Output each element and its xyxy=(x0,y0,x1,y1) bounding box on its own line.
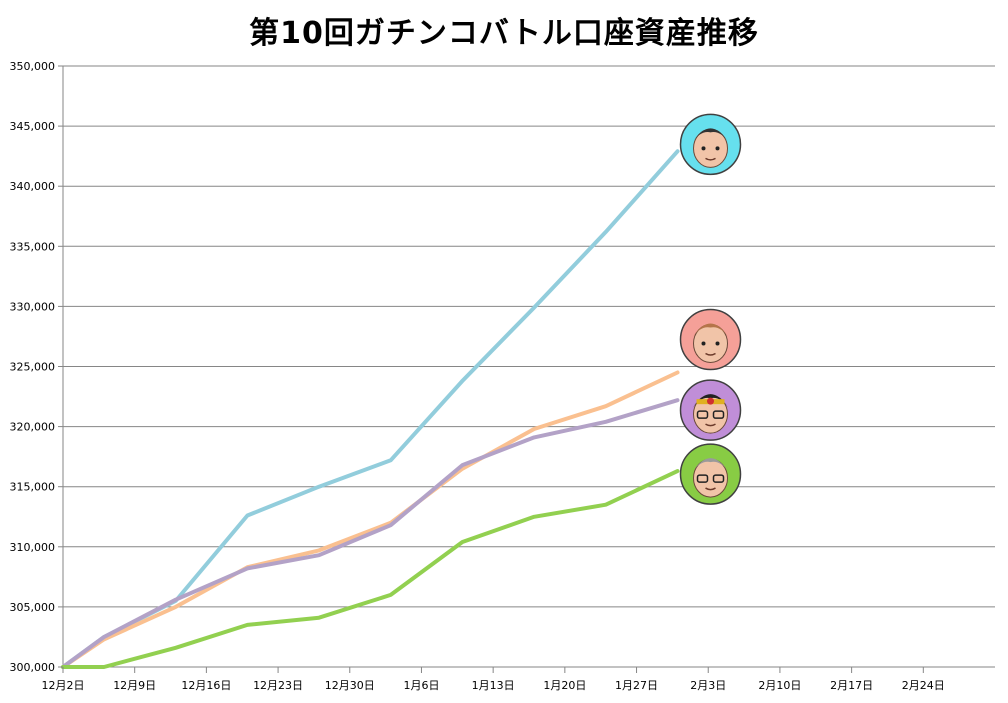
x-axis-ticks: 12月2日 12月9日 12月16日 12月23日 12月30日 1月6日 1月13日 1月2… xyxy=(42,667,945,692)
y-tick-label: 335,000 xyxy=(10,240,56,253)
x-tick-label: 2月3日 xyxy=(690,679,726,692)
x-tick-label: 1月13日 xyxy=(472,679,515,692)
y-tick-label: 330,000 xyxy=(10,300,56,313)
face-grey-hair-icon xyxy=(692,458,729,498)
series-line-3 xyxy=(61,398,680,669)
y-tick-label: 305,000 xyxy=(10,601,56,614)
y-tick-label: 345,000 xyxy=(10,120,56,133)
y-tick-label: 310,000 xyxy=(10,541,56,554)
chart-title: 第10回ガチンコバトル口座資産推移 xyxy=(249,16,759,51)
x-tick-label: 12月9日 xyxy=(113,679,156,692)
y-tick-label: 325,000 xyxy=(10,361,56,374)
avatar-markers xyxy=(679,113,742,505)
series-lines xyxy=(61,149,680,669)
grid-lines xyxy=(63,65,995,608)
face-brown-hair-icon xyxy=(692,323,729,364)
x-tick-label: 12月23日 xyxy=(253,679,303,692)
face-topknot-icon xyxy=(692,128,729,168)
face-glasses-icon xyxy=(692,394,729,434)
x-tick-label: 12月2日 xyxy=(42,679,85,692)
x-tick-label: 1月27日 xyxy=(615,679,658,692)
avatar-glasses-headband xyxy=(679,379,742,441)
x-tick-label: 12月16日 xyxy=(181,679,231,692)
y-axis-ticks: 300,000 305,000 310,000 315,000 320,000 325,0… xyxy=(10,60,63,674)
avatar-grey-hair xyxy=(679,443,742,505)
y-tick-label: 315,000 xyxy=(10,481,56,494)
y-tick-label: 320,000 xyxy=(10,421,56,434)
y-tick-label: 350,000 xyxy=(10,60,56,73)
x-tick-label: 2月17日 xyxy=(830,679,873,692)
avatar-topknot-man xyxy=(679,113,742,176)
x-tick-label: 2月24日 xyxy=(902,679,945,692)
x-tick-label: 12月30日 xyxy=(325,679,375,692)
avatar-brown-hair xyxy=(679,308,742,371)
y-tick-label: 300,000 xyxy=(10,661,56,674)
x-tick-label: 2月10日 xyxy=(758,679,801,692)
series-line-1 xyxy=(61,149,680,669)
x-tick-label: 1月6日 xyxy=(403,679,439,692)
y-tick-label: 340,000 xyxy=(10,180,56,193)
x-tick-label: 1月20日 xyxy=(543,679,586,692)
series-line-2 xyxy=(61,370,680,669)
series-line-4 xyxy=(61,469,680,669)
